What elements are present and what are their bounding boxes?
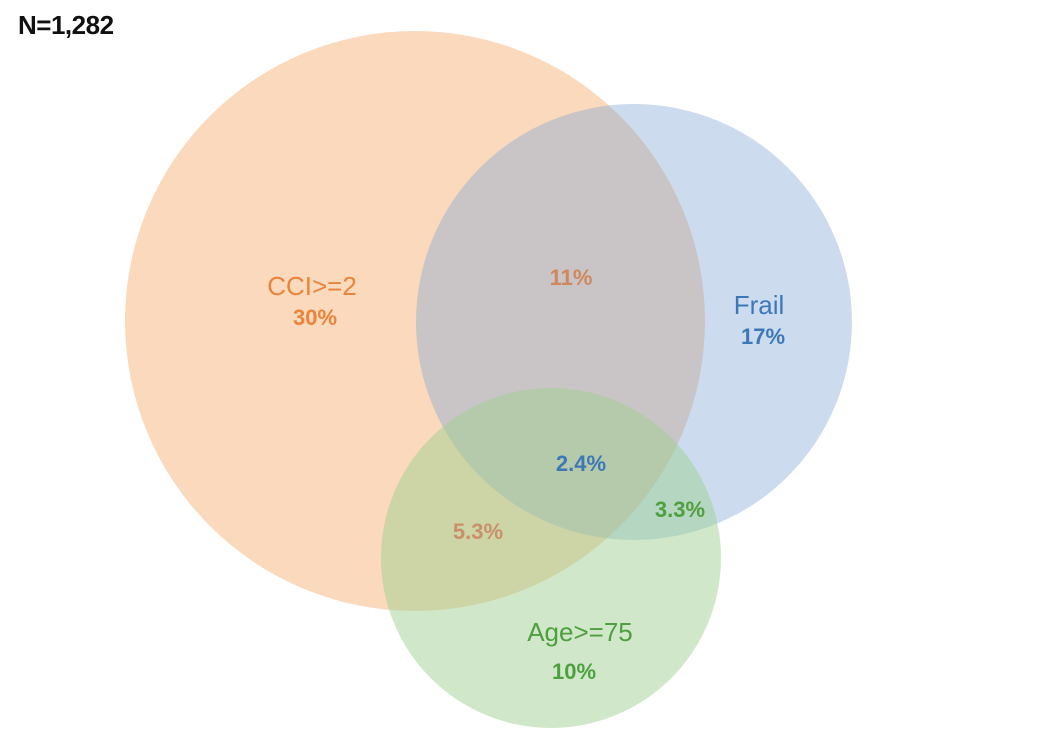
frail-only-percent: 17% (741, 324, 785, 349)
all-three-overlap-percent: 2.4% (556, 451, 606, 476)
cci-age-overlap-percent: 5.3% (453, 519, 503, 544)
total-count-label: N=1,282 (18, 10, 114, 40)
frail-age-overlap-percent: 3.3% (655, 497, 705, 522)
cci-set-label: CCI>=2 (267, 271, 357, 301)
age-only-percent: 10% (552, 659, 596, 684)
frail-circle (416, 104, 852, 540)
age-circle (381, 388, 721, 728)
frail-set-label: Frail (734, 290, 785, 320)
cci-only-percent: 30% (293, 305, 337, 330)
age-set-label: Age>=75 (527, 617, 633, 647)
cci-frail-overlap-percent: 11% (550, 265, 593, 290)
cci-circle (125, 31, 705, 611)
